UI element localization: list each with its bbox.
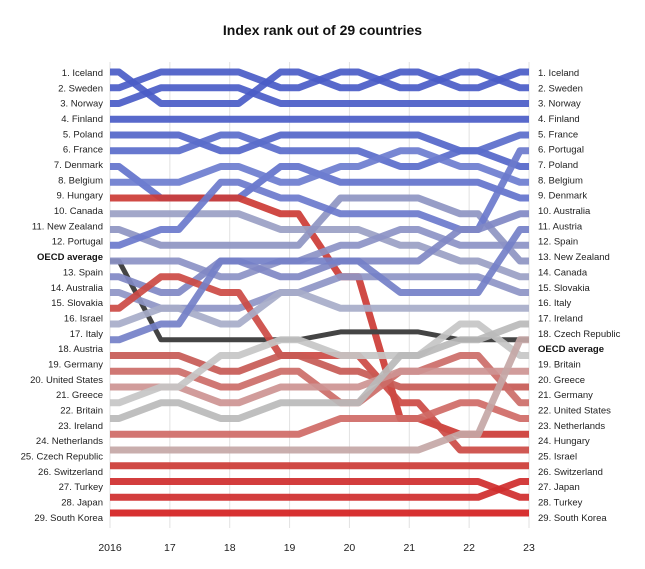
series-line-sweden [110,68,529,92]
right-label-12-spain: 12. Spain [538,237,578,248]
series-line-spain [110,226,529,281]
right-label-9-denmark: 9. Denmark [538,191,587,202]
right-label-16-italy: 16. Italy [538,298,572,309]
series-line-japan [110,478,529,501]
left-label-11-new-zealand: 11. New Zealand [32,221,103,232]
right-label-4-finland: 4. Finland [538,114,580,125]
x-tick-23: 23 [523,542,535,554]
chart-title: Index rank out of 29 countries [222,22,423,38]
right-label-20-greece: 20. Greece [538,375,585,386]
left-label-20-united-states: 20. United States [30,375,103,386]
right-label-18-czech-republic: 18. Czech Republic [538,329,621,340]
right-label-2-sweden: 2. Sweden [538,83,583,94]
right-label-17-ireland: 17. Ireland [538,313,583,324]
right-label-10-australia: 10. Australia [538,206,591,217]
left-label-22-britain: 22. Britain [60,405,103,416]
left-rank-labels: 1. Iceland 2. Sweden 3. Norway 4. Finland 5.… [21,68,104,524]
left-label-1-iceland: 1. Iceland [62,68,103,79]
right-label-29-south-korea: 29. South Korea [538,513,607,524]
left-label-5-poland: 5. Poland [63,129,103,140]
left-label-10-canada: 10. Canada [54,206,104,217]
left-label-7-denmark: 7. Denmark [54,160,103,171]
right-label-14-canada: 14. Canada [538,267,588,278]
series-lines [110,68,529,517]
series-line-britain [110,320,529,407]
right-label-5-france: 5. France [538,129,578,140]
left-label-6-france: 6. France [63,145,103,156]
x-tick-17: 17 [164,542,176,554]
x-tick-18: 18 [224,542,236,554]
series-line-ireland [110,320,529,422]
left-label-oecd-average: OECD average [37,252,103,263]
left-label-13-spain: 13. Spain [63,267,103,278]
right-rank-labels: 1. Iceland 2. Sweden 3. Norway 4. Finland 5.… [538,68,621,524]
right-label-13-new-zealand: 13. New Zealand [538,252,610,263]
left-label-21-greece: 21. Greece [56,390,103,401]
series-line-austria [110,226,529,344]
left-label-12-portugal: 12. Portugal [52,237,103,248]
x-tick-2016: 2016 [98,542,122,554]
left-label-27-turkey: 27. Turkey [59,482,104,493]
series-line-netherlands [110,399,529,438]
x-tick-19: 19 [284,542,296,554]
right-label-28-turkey: 28. Turkey [538,498,583,509]
right-label-3-norway: 3. Norway [538,99,581,110]
series-line-france [110,131,529,170]
series-line-italy [110,289,529,328]
series-line-hungary [110,194,529,438]
right-label-21-germany: 21. Germany [538,390,593,401]
series-line-belgium [110,147,529,186]
left-label-16-israel: 16. Israel [64,313,103,324]
left-label-26-switzerland: 26. Switzerland [38,467,103,478]
x-tick-22: 22 [463,542,475,554]
left-label-15-slovakia: 15. Slovakia [51,298,103,309]
right-label-23-netherlands: 23. Netherlands [538,421,605,432]
left-label-29-south-korea: 29. South Korea [34,513,103,524]
left-label-4-finland: 4. Finland [61,114,103,125]
right-label-oecd-average: OECD average [538,344,604,355]
series-line-czech-republic [110,336,529,454]
right-label-22-united-states: 22. United States [538,405,611,416]
series-line-new-zealand [110,194,529,265]
series-line-turkey [110,478,529,501]
left-label-24-netherlands: 24. Netherlands [36,436,103,447]
left-label-8-belgium: 8. Belgium [58,175,103,186]
left-label-18-austria: 18. Austria [58,344,104,355]
series-line-norway [110,84,529,107]
series-line-canada [110,210,529,281]
left-label-23-ireland: 23. Ireland [58,421,103,432]
right-label-6-portugal: 6. Portugal [538,145,584,156]
right-label-26-switzerland: 26. Switzerland [538,467,603,478]
x-tick-20: 20 [344,542,356,554]
left-label-19-germany: 19. Germany [48,359,103,370]
right-label-15-slovakia: 15. Slovakia [538,283,590,294]
right-label-7-poland: 7. Poland [538,160,578,171]
left-label-14-australia: 14. Australia [51,283,104,294]
left-label-2-sweden: 2. Sweden [58,83,103,94]
right-label-8-belgium: 8. Belgium [538,175,583,186]
left-label-9-hungary: 9. Hungary [57,191,104,202]
left-label-25-czech-republic: 25. Czech Republic [21,452,104,463]
left-label-17-italy: 17. Italy [70,329,104,340]
series-line-australia [110,210,529,296]
x-tick-21: 21 [403,542,415,554]
series-line-germany [110,352,529,391]
x-axis-ticks: 2016 17 18 19 20 21 22 23 [98,542,535,554]
left-label-28-japan: 28. Japan [61,498,103,509]
right-label-19-britain: 19. Britain [538,359,581,370]
right-label-1-iceland: 1. Iceland [538,68,579,79]
left-label-3-norway: 3. Norway [60,99,103,110]
series-line-israel [110,273,529,454]
right-label-24-hungary: 24. Hungary [538,436,590,447]
right-label-27-japan: 27. Japan [538,482,580,493]
right-label-11-austria: 11. Austria [538,221,583,232]
right-label-25-israel: 25. Israel [538,452,577,463]
